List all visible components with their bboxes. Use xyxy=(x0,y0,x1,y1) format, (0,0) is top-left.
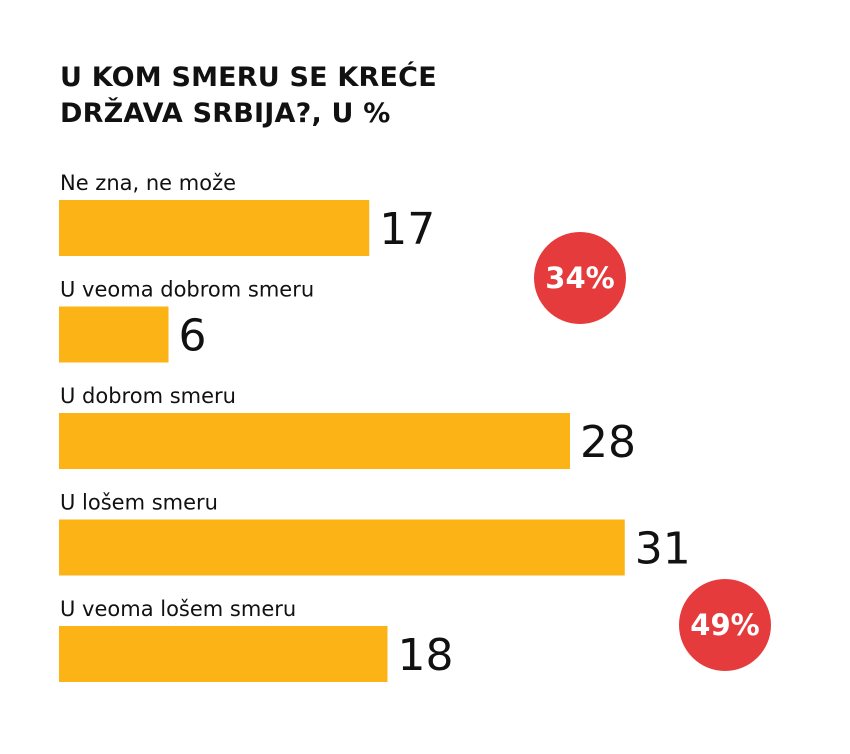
summary-badge-1: 34% xyxy=(534,232,626,324)
category-label-u-dobrom-smeru: U dobrom smeru xyxy=(60,384,236,408)
chart-title-line-1: U KOM SMERU SE KREĆE xyxy=(60,62,437,93)
category-label-u-veoma-losem-smeru: U veoma lošem smeru xyxy=(60,597,296,621)
value-label-u-losem-smeru: 31 xyxy=(635,524,691,575)
bar-u-losem-smeru xyxy=(59,519,625,576)
bar-u-veoma-losem-smeru xyxy=(59,626,388,682)
value-label-ne-zna-ne-moze: 17 xyxy=(379,204,435,255)
bar-ne-zna-ne-moze xyxy=(59,200,370,256)
bar-u-veoma-dobrom-smeru xyxy=(59,306,169,363)
chart-title-line-2: DRŽAVA SRBIJA?, U % xyxy=(60,98,391,129)
bar-u-dobrom-smeru xyxy=(59,413,570,469)
value-label-u-veoma-losem-smeru: 18 xyxy=(398,630,454,681)
summary-badge-text: 34% xyxy=(545,261,614,295)
summary-badge-text: 49% xyxy=(690,608,759,642)
chart-title: U KOM SMERU SE KREĆE DRŽAVA SRBIJA?, U % xyxy=(60,60,437,132)
category-label-u-losem-smeru: U lošem smeru xyxy=(60,491,218,515)
summary-badge-circle xyxy=(534,232,626,324)
summary-badge-2: 49% xyxy=(679,579,771,671)
value-label-u-veoma-dobrom-smeru: 6 xyxy=(179,311,207,362)
value-label-u-dobrom-smeru: 28 xyxy=(580,417,636,468)
summary-badge-circle xyxy=(679,579,771,671)
category-label-u-veoma-dobrom-smeru: U veoma dobrom smeru xyxy=(60,278,314,302)
category-label-ne-zna-ne-moze: Ne zna, ne može xyxy=(60,171,236,195)
